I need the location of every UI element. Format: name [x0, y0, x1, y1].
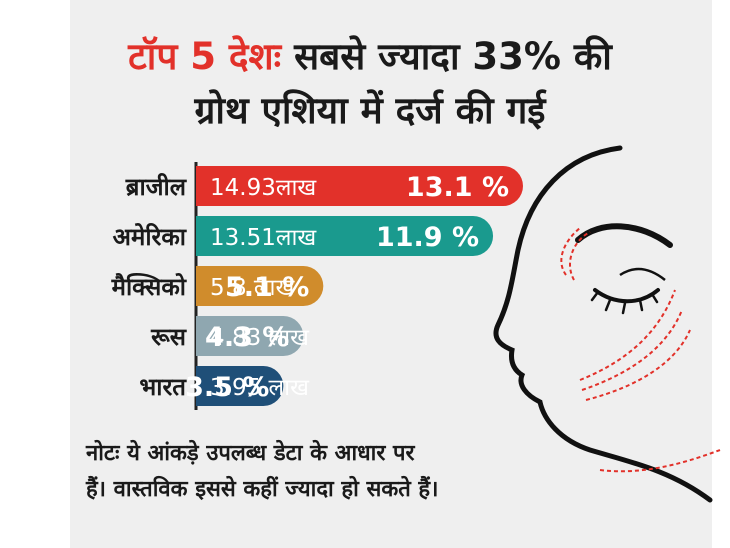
title-line-1: टॉप 5 देशः सबसे ज्यादा 33% की [70, 30, 670, 84]
value-label: 4.3 % [205, 322, 289, 353]
footnote-line-1: नोटः ये आंकड़े उपलब्ध डेटा के आधार पर [86, 441, 415, 466]
value-label: 5.1 % [225, 272, 309, 303]
bar [196, 216, 494, 256]
footnote: नोटः ये आंकड़े उपलब्ध डेटा के आधार पर है… [86, 436, 556, 508]
title-line-2: ग्रोथ एशिया में दर्ज की गई [194, 89, 546, 132]
value-label: 11.9 % [376, 222, 479, 253]
count-label: 13.51लाख [210, 225, 317, 251]
face-illustration [493, 145, 721, 503]
count-label: 4.83 लाख [210, 325, 310, 351]
bar [196, 266, 324, 306]
bar [196, 166, 523, 206]
category-label: रूस [150, 323, 187, 351]
category-label: अमेरिका [113, 223, 187, 251]
title-rest: सबसे ज्यादा 33% की [294, 35, 612, 78]
value-label: 13.1 % [406, 172, 509, 203]
count-label: 14.93लाख [210, 175, 317, 201]
title-highlight: टॉप 5 देशः [128, 35, 282, 78]
chart-title: टॉप 5 देशः सबसे ज्यादा 33% की ग्रोथ एशिय… [70, 30, 670, 138]
footnote-line-2: हैं। वास्तविक इससे कहीं ज्यादा हो सकते ह… [86, 477, 439, 502]
bar [196, 316, 304, 357]
bar [196, 366, 284, 407]
value-label: 3.5 % [185, 372, 269, 403]
category-label: ब्राजील [125, 173, 188, 201]
count-label: 5.8 लाख [210, 275, 295, 301]
category-label: मैक्सिको [111, 273, 187, 301]
category-label: भारत [139, 373, 187, 401]
count-label: 3.95 लाख [210, 375, 310, 401]
